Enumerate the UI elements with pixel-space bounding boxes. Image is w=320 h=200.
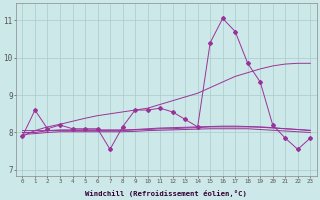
- X-axis label: Windchill (Refroidissement éolien,°C): Windchill (Refroidissement éolien,°C): [85, 190, 247, 197]
